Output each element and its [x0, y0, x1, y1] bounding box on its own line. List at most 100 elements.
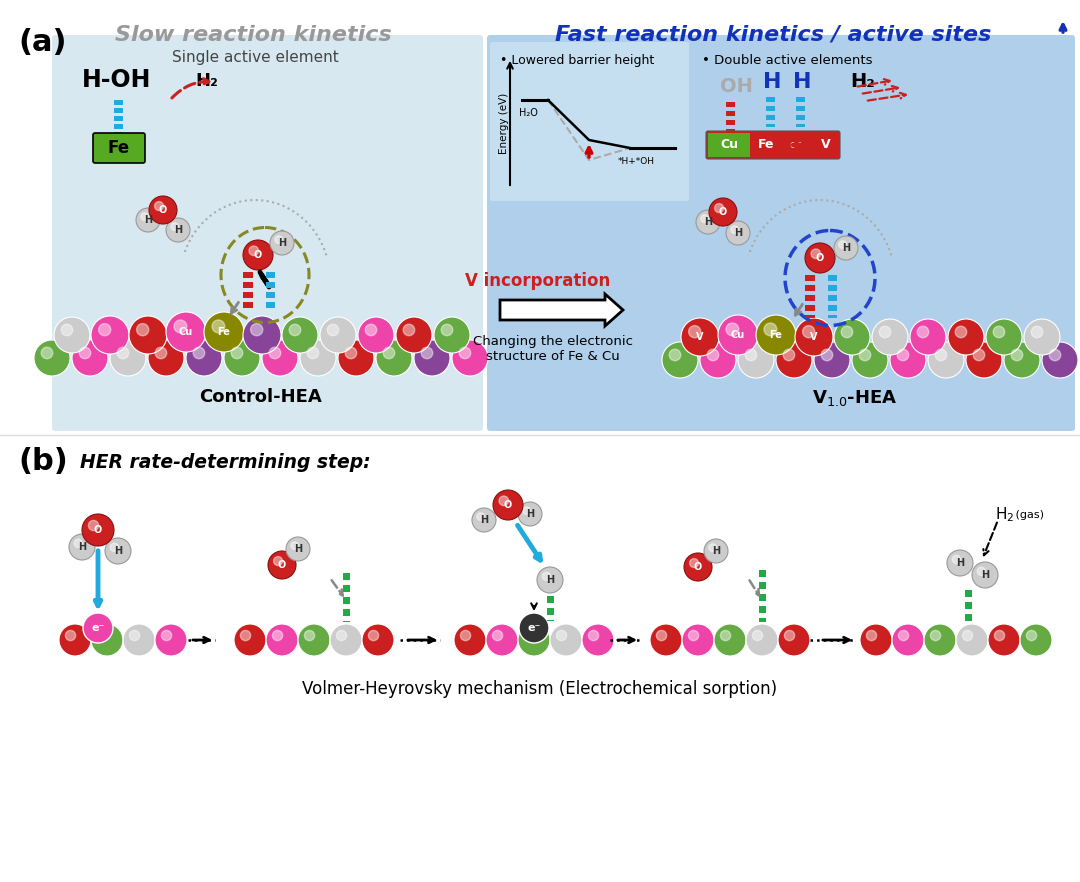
- Circle shape: [910, 319, 946, 355]
- Circle shape: [1049, 349, 1061, 361]
- Circle shape: [376, 340, 411, 376]
- Text: H₂: H₂: [850, 72, 875, 91]
- Circle shape: [995, 631, 1004, 640]
- Circle shape: [802, 325, 814, 338]
- Circle shape: [988, 624, 1020, 656]
- Circle shape: [298, 624, 330, 656]
- Bar: [766, 115, 774, 120]
- Circle shape: [542, 572, 551, 580]
- Text: H: H: [278, 238, 286, 248]
- Text: H: H: [526, 509, 535, 519]
- Text: Energy (eV): Energy (eV): [499, 93, 509, 153]
- Circle shape: [272, 631, 283, 640]
- Circle shape: [266, 624, 298, 656]
- Circle shape: [778, 624, 810, 656]
- Circle shape: [492, 631, 502, 640]
- Circle shape: [879, 326, 891, 338]
- Text: H: H: [762, 72, 782, 92]
- Circle shape: [550, 624, 582, 656]
- Circle shape: [1020, 624, 1052, 656]
- FancyBboxPatch shape: [490, 42, 689, 201]
- Bar: [266, 302, 274, 308]
- Bar: [726, 102, 734, 107]
- Circle shape: [684, 553, 712, 581]
- Circle shape: [821, 349, 833, 361]
- Text: O: O: [94, 525, 103, 535]
- Circle shape: [273, 557, 283, 565]
- Text: e⁻: e⁻: [527, 623, 541, 633]
- FancyBboxPatch shape: [93, 133, 145, 163]
- Bar: [243, 282, 253, 288]
- Circle shape: [110, 543, 119, 551]
- Circle shape: [860, 349, 870, 361]
- Circle shape: [537, 567, 563, 593]
- Bar: [796, 97, 805, 102]
- Circle shape: [662, 342, 698, 378]
- Circle shape: [33, 340, 70, 376]
- Circle shape: [720, 631, 731, 640]
- Text: O: O: [693, 562, 702, 572]
- Circle shape: [745, 349, 757, 361]
- Circle shape: [148, 340, 184, 376]
- Bar: [796, 115, 805, 120]
- Circle shape: [98, 324, 111, 336]
- Bar: [342, 585, 350, 592]
- Bar: [342, 573, 350, 580]
- Bar: [113, 124, 122, 129]
- Text: H: H: [956, 558, 964, 568]
- Circle shape: [525, 631, 535, 640]
- Circle shape: [434, 317, 470, 353]
- Circle shape: [708, 544, 716, 551]
- Text: H₂O: H₂O: [519, 108, 538, 118]
- Bar: [827, 315, 837, 318]
- Circle shape: [777, 342, 812, 378]
- Bar: [266, 272, 274, 278]
- FancyArrow shape: [500, 294, 623, 326]
- Circle shape: [330, 624, 362, 656]
- Text: Cu: Cu: [179, 327, 193, 337]
- Bar: [766, 97, 774, 102]
- Text: V incorporation: V incorporation: [465, 272, 610, 290]
- Circle shape: [994, 326, 1004, 338]
- Circle shape: [928, 342, 964, 378]
- Circle shape: [368, 631, 379, 640]
- Circle shape: [79, 348, 91, 359]
- Bar: [546, 608, 554, 615]
- Circle shape: [688, 631, 699, 640]
- Circle shape: [472, 508, 496, 532]
- Text: H: H: [113, 546, 122, 556]
- Text: H: H: [842, 243, 850, 253]
- Circle shape: [731, 226, 739, 234]
- Circle shape: [718, 315, 758, 355]
- Circle shape: [59, 624, 91, 656]
- Circle shape: [362, 624, 394, 656]
- Circle shape: [174, 320, 187, 333]
- Bar: [827, 295, 837, 301]
- Circle shape: [154, 202, 163, 211]
- Circle shape: [166, 312, 206, 352]
- Text: O: O: [719, 207, 727, 217]
- Circle shape: [241, 631, 251, 640]
- Circle shape: [269, 348, 281, 359]
- Circle shape: [171, 223, 178, 230]
- Circle shape: [834, 236, 858, 260]
- Text: H: H: [545, 575, 554, 585]
- Circle shape: [234, 624, 266, 656]
- Text: OH: OH: [720, 77, 753, 96]
- Text: H$_2$: H$_2$: [995, 505, 1014, 524]
- Circle shape: [243, 240, 273, 270]
- Circle shape: [1031, 326, 1042, 338]
- Circle shape: [834, 319, 870, 355]
- FancyBboxPatch shape: [487, 35, 1075, 431]
- Circle shape: [130, 631, 139, 640]
- Circle shape: [453, 340, 488, 376]
- Circle shape: [977, 567, 986, 576]
- Circle shape: [486, 624, 518, 656]
- Circle shape: [460, 631, 471, 640]
- Circle shape: [442, 325, 453, 336]
- Circle shape: [696, 210, 720, 234]
- Circle shape: [224, 340, 260, 376]
- Circle shape: [291, 542, 298, 549]
- Circle shape: [582, 624, 615, 656]
- Circle shape: [872, 319, 908, 355]
